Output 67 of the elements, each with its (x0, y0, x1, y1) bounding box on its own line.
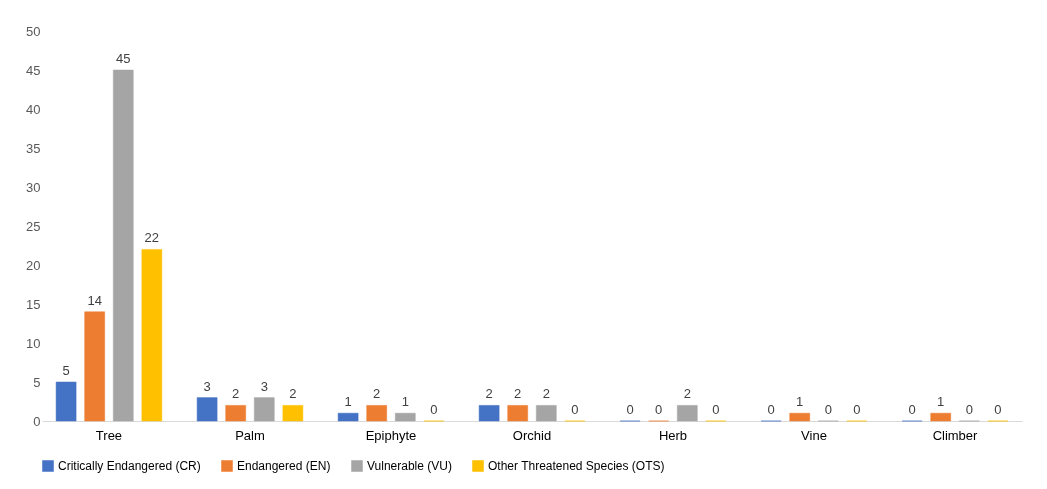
bar (337, 412, 359, 422)
data-label: 0 (853, 402, 861, 417)
data-label: 2 (232, 386, 240, 402)
data-label: 0 (994, 402, 1002, 417)
x-tick-label: Orchid (512, 427, 552, 443)
bar (507, 405, 528, 422)
y-tick-label: 10 (26, 335, 41, 351)
bar (55, 381, 77, 422)
data-label: 0 (824, 402, 832, 417)
data-label: 45 (116, 51, 131, 66)
data-label: 0 (767, 402, 775, 417)
data-label: 2 (485, 386, 493, 402)
bar (536, 405, 557, 422)
legend-label: Endangered (EN) (237, 459, 331, 473)
x-tick-label: Herb (658, 427, 688, 443)
bar (366, 405, 387, 422)
bar (930, 412, 951, 422)
data-label: 2 (514, 386, 522, 402)
data-label: 2 (373, 386, 381, 402)
y-tick-label: 0 (33, 413, 41, 429)
data-label: 0 (965, 402, 973, 417)
x-tick-label: Palm (235, 427, 265, 443)
legend-label: Vulnerable (VU) (367, 459, 452, 473)
x-tick-label: Climber (932, 427, 979, 443)
bar (84, 311, 105, 422)
bar (113, 69, 134, 422)
bar (395, 412, 416, 422)
x-tick-label: Vine (801, 427, 827, 443)
y-tick-label: 35 (26, 140, 41, 156)
y-tick-label: 45 (26, 62, 41, 78)
data-label: 2 (683, 386, 691, 402)
data-label: 1 (796, 394, 804, 410)
data-label: 0 (908, 402, 916, 417)
bar (196, 397, 218, 422)
bar (141, 249, 163, 422)
data-label: 22 (144, 230, 160, 246)
y-tick-label: 25 (26, 218, 41, 234)
data-label: 2 (289, 386, 297, 402)
y-tick-label: 20 (26, 257, 41, 273)
y-tick-label: 30 (26, 179, 41, 195)
data-label: 0 (655, 402, 663, 417)
data-label: 0 (626, 402, 634, 417)
bar (789, 412, 810, 422)
data-label: 1 (937, 394, 945, 410)
data-label: 0 (712, 402, 720, 417)
data-label: 3 (260, 378, 268, 394)
data-label: 14 (87, 292, 102, 308)
y-tick-label: 5 (33, 374, 41, 390)
y-tick-label: 40 (26, 101, 41, 117)
bar (478, 405, 500, 422)
data-label: 1 (344, 394, 352, 410)
data-label: 1 (401, 394, 409, 410)
x-tick-label: Epiphyte (365, 427, 417, 443)
bar (282, 405, 304, 422)
data-label: 0 (571, 402, 579, 417)
x-tick-label: Tree (95, 427, 123, 443)
bar (254, 397, 275, 422)
legend-label: Critically Endangered (CR) (58, 459, 201, 473)
legend-label: Other Threatened Species (OTS) (488, 459, 665, 473)
bar (225, 405, 246, 422)
y-tick-label: 50 (26, 23, 41, 39)
bar (677, 405, 698, 422)
data-label: 5 (62, 363, 70, 378)
data-label: 3 (203, 378, 211, 394)
data-label: 0 (430, 402, 438, 417)
data-label: 2 (542, 386, 550, 402)
y-tick-label: 15 (26, 296, 41, 312)
